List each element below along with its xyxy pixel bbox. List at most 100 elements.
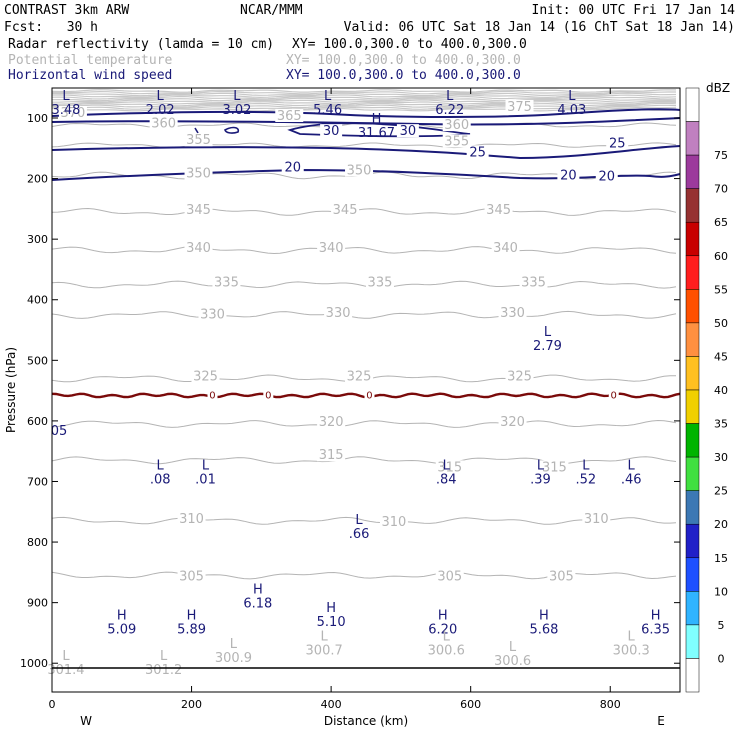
colorbar-label: 20: [714, 518, 728, 531]
wind-label-bg: [281, 160, 304, 174]
plot-frame: [51, 87, 681, 693]
theta-contour-355: [51, 142, 677, 149]
colorbar-label: 25: [714, 485, 728, 498]
extremum-kind: L: [230, 637, 238, 652]
field-xy-wind: XY= 100.0,300.0 to 400.0,300.0: [286, 68, 521, 83]
y-tick-label: 800: [27, 536, 48, 549]
wind-label-bg: [466, 145, 489, 159]
theta-label: 335: [368, 276, 393, 291]
wind-contour-35: [51, 108, 681, 118]
extremum-value: .84: [436, 472, 457, 487]
theta-contour-310: [51, 516, 677, 525]
colorbar-swatch: [685, 154, 700, 189]
extremum-value: 300.6: [428, 643, 465, 658]
colorbar-swatch: [685, 523, 700, 559]
zero-label-bg: [207, 389, 218, 400]
init-time: Init: 00 UTC Fri 17 Jan 14: [532, 3, 736, 18]
theta-label: 340: [493, 241, 518, 256]
theta-label-bg: [212, 275, 241, 289]
colorbar-swatch: [685, 87, 700, 122]
colorbar-label: 35: [714, 418, 728, 431]
colorbar-swatch: [685, 121, 700, 156]
colorbar-swatch: [685, 456, 700, 491]
theta-label-bg: [184, 241, 213, 255]
upper-theta-line: [51, 97, 677, 102]
colorbar-swatch: [685, 188, 700, 223]
theta-label: 325: [507, 369, 532, 384]
y-tick-label: 900: [27, 597, 48, 610]
zero-label: 0: [265, 390, 271, 401]
theta-label: 310: [382, 515, 407, 530]
upper-shaded-region: [51, 89, 677, 112]
colorbar-unit: dBZ: [706, 81, 730, 95]
colorbar-label: 15: [714, 552, 728, 565]
zero-label: 0: [209, 390, 215, 401]
extremum-value: 5.09: [107, 623, 136, 638]
theta-label: 310: [179, 512, 204, 527]
field-xy-theta: XY= 100.0,300.0 to 400.0,300.0: [286, 53, 521, 68]
extremum-value: 05: [51, 424, 68, 439]
extremum-value: 301.2: [145, 663, 182, 678]
zero-label-bg: [608, 389, 619, 400]
extremum-value: 6.18: [243, 597, 272, 612]
theta-label: 360: [444, 118, 469, 133]
extremum-value: 4.03: [557, 103, 586, 118]
colorbar-swatch: [685, 356, 700, 391]
theta-label: 340: [319, 241, 344, 256]
extremum-kind: H: [326, 601, 336, 616]
theta-label: 355: [186, 133, 211, 148]
theta-label: 365: [277, 109, 302, 124]
extremum-value: 3.02: [222, 103, 251, 118]
extremum-value: .39: [530, 472, 551, 487]
extremum-value: 300.3: [613, 643, 650, 658]
theta-label: 345: [333, 203, 358, 218]
wind-label-bg: [557, 168, 580, 182]
extremum-value: 2.02: [146, 103, 175, 118]
wind-contour-30b: [224, 126, 240, 134]
theta-label: 355: [444, 134, 469, 149]
forecast-label: Fcst:: [4, 20, 43, 35]
theta-contour-305: [51, 571, 677, 580]
header: CONTRAST 3km ARW NCAR/MMM Init: 00 UTC F…: [4, 3, 735, 83]
colorbar-label: 30: [714, 451, 728, 464]
extremum-kind: H: [187, 609, 197, 624]
org-label: NCAR/MMM: [240, 3, 303, 18]
extremum-value: 301.4: [47, 663, 84, 678]
colorbar: 0 5 10 15 20 25 30 35 40 45 50 55 60 65 70 75: [685, 87, 728, 693]
theta-label: 330: [326, 306, 351, 321]
extremum-value: 300.7: [306, 643, 343, 658]
theta-label-bg: [149, 116, 178, 130]
colorbar-label: 75: [714, 149, 728, 162]
theta-label: 305: [179, 569, 204, 584]
theta-label: 345: [186, 203, 211, 218]
theta-label-bg: [345, 369, 374, 383]
theta-label-bg: [58, 105, 87, 119]
theta-label-bg: [498, 305, 527, 319]
theta-label-bg: [505, 99, 534, 113]
wind-label: 25: [469, 145, 486, 160]
theta-contour-330: [51, 310, 677, 319]
theta-label: 315: [542, 460, 567, 475]
colorbar-swatch: [685, 490, 700, 525]
theta-label-bg: [442, 118, 471, 132]
colorbar-label: 70: [714, 183, 728, 196]
upper-theta-line: [51, 107, 677, 112]
colorbar-label: 10: [714, 585, 728, 598]
extremum-kind: L: [509, 640, 517, 655]
theta-label-bg: [484, 202, 513, 216]
zero-label-bg: [364, 389, 375, 400]
y-tick-label: 600: [27, 415, 48, 428]
extremum-kind: L: [324, 89, 332, 104]
extremum-value: 5.68: [529, 623, 558, 638]
x-end-west: W: [80, 714, 92, 728]
y-tick-label: 100: [27, 112, 48, 125]
theta-label: 350: [347, 164, 372, 179]
colorbar-swatch: [685, 423, 700, 458]
field-xy-reflectivity: XY= 100.0,300.0 to 400.0,300.0: [292, 37, 527, 52]
y-tick-label: 500: [27, 354, 48, 367]
extremum-value: .01: [195, 472, 216, 487]
extremum-kind: L: [568, 89, 576, 104]
colorbar-swatch: [685, 221, 700, 257]
theta-label-bg: [317, 414, 346, 428]
